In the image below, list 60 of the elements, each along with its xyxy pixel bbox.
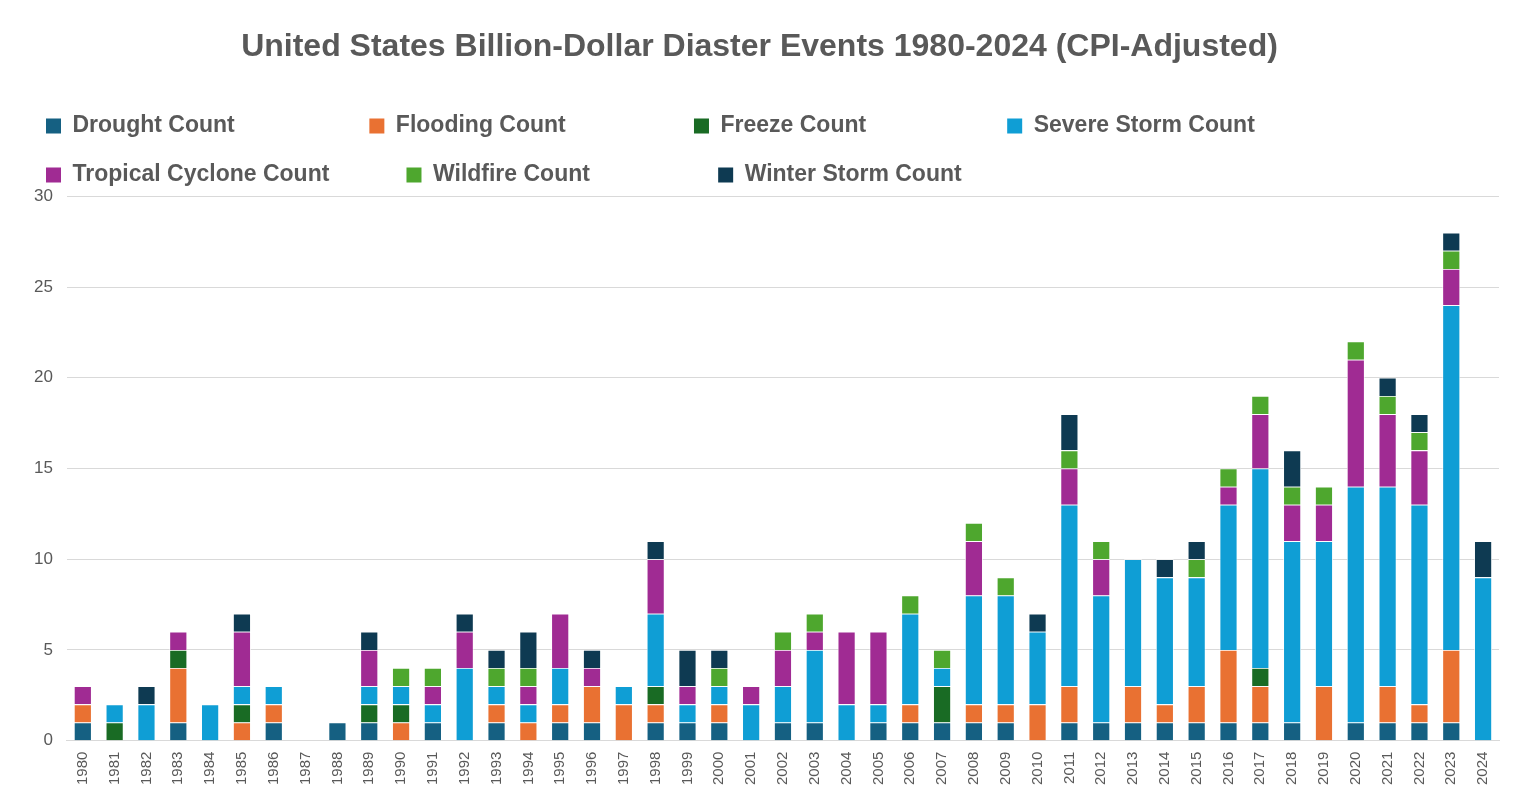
y-tick-label: 30 (33, 186, 53, 206)
chart-title: United States Billion-Dollar Diaster Events 1980-2024 (CPI-Adjusted) (241, 27, 1278, 64)
y-tick-label: 10 (33, 548, 53, 568)
x-tick-label: 2019 (1314, 751, 1332, 786)
x-tick-label: 1998 (645, 751, 663, 786)
x-tick-label: 2011 (1059, 751, 1077, 784)
x-tick-label: 1989 (359, 751, 377, 786)
x-tick-label: 2018 (1282, 751, 1300, 786)
y-tick-label: 5 (43, 639, 53, 659)
legend-label: Tropical Cyclone Count (72, 160, 381, 187)
x-tick-label: 1994 (518, 751, 536, 786)
x-tick-label: 2013 (1123, 751, 1141, 786)
x-tick-label: 1990 (391, 751, 409, 786)
x-tick-label: 1983 (168, 751, 186, 786)
y-tick-label: 20 (33, 367, 53, 387)
x-tick-label: 1992 (454, 751, 472, 786)
x-tick-label: 2021 (1377, 751, 1395, 786)
x-tick-label: 2000 (709, 751, 727, 786)
x-tick-label: 2012 (1091, 751, 1109, 786)
legend-label: Freeze Count (720, 111, 982, 138)
legend-label: Winter Storm Count (744, 160, 1039, 187)
x-tick-label: 2014 (1154, 751, 1172, 786)
legend-label: Severe Storm Count (1033, 111, 1332, 138)
x-tick-label: 2015 (1186, 751, 1204, 786)
x-tick-label: 2007 (932, 751, 950, 786)
x-tick-label: 2022 (1409, 751, 1427, 786)
x-tick-label: 2008 (964, 751, 982, 786)
x-tick-label: 1995 (550, 751, 568, 786)
legend-label: Flooding Count (395, 111, 668, 138)
x-tick-label: 1987 (295, 751, 313, 786)
x-tick-label: 2009 (995, 751, 1013, 786)
x-tick-label: 2006 (900, 751, 918, 786)
x-tick-label: 1991 (423, 751, 441, 786)
x-tick-label: 1986 (263, 751, 281, 786)
x-tick-label: 1985 (232, 751, 250, 786)
x-tick-label: 2003 (804, 751, 822, 786)
x-tick-label: 2024 (1473, 751, 1491, 786)
x-tick-label: 1988 (327, 751, 345, 786)
x-tick-label: 2004 (836, 751, 854, 786)
x-tick-label: 1980 (72, 751, 90, 786)
y-tick-label: 15 (33, 458, 53, 478)
x-tick-label: 1996 (582, 751, 600, 786)
x-tick-label: 2002 (773, 751, 791, 786)
x-tick-label: 2017 (1250, 751, 1268, 786)
x-tick-label: 2016 (1218, 751, 1236, 786)
x-tick-label: 2020 (1345, 751, 1363, 786)
legend-label: Wildfire Count (432, 160, 693, 187)
x-tick-label: 1981 (104, 751, 122, 786)
x-tick-label: 1997 (613, 751, 631, 786)
x-tick-label: 2005 (868, 751, 886, 786)
legend-label: Drought Count (72, 111, 344, 138)
y-tick-label: 0 (43, 730, 53, 750)
x-tick-label: 2010 (1027, 751, 1045, 786)
x-tick-label: 2023 (1441, 751, 1459, 786)
y-tick-label: 25 (33, 276, 53, 296)
x-tick-label: 2001 (741, 751, 759, 786)
x-tick-label: 1984 (200, 751, 218, 786)
x-tick-label: 1982 (136, 751, 154, 786)
x-tick-label: 1999 (677, 751, 695, 786)
x-tick-label: 1993 (486, 751, 504, 786)
